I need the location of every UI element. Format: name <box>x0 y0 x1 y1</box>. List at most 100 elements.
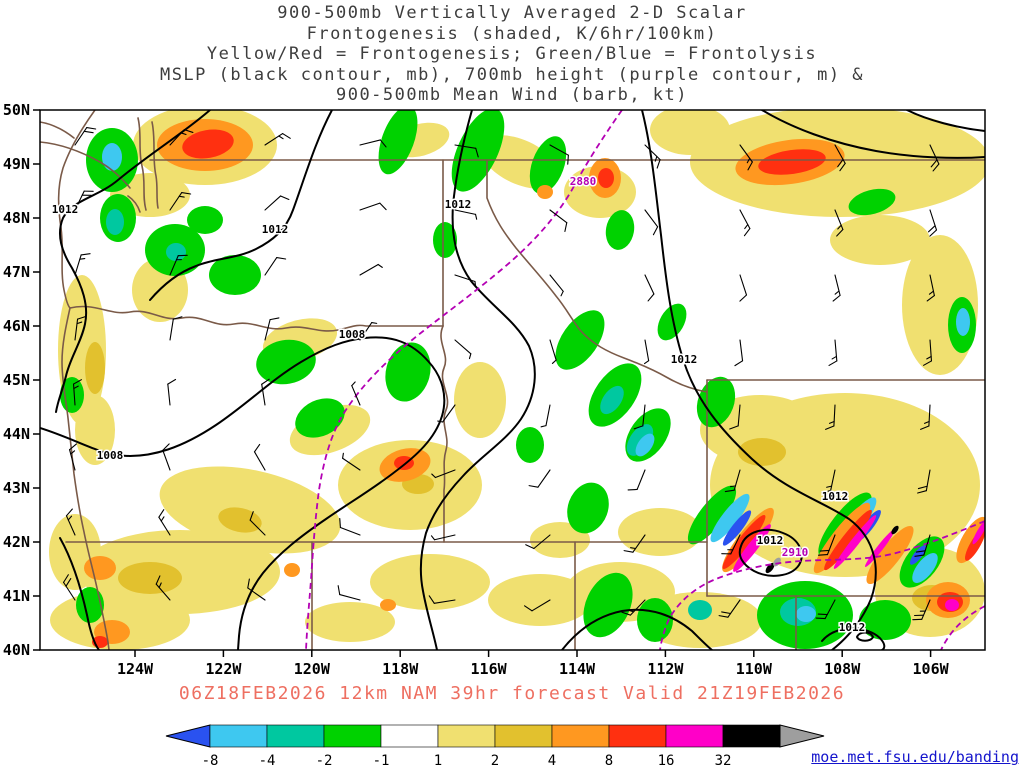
wind-barb <box>825 404 836 430</box>
lon-label: 108W <box>824 660 861 678</box>
wind-barb <box>549 339 557 364</box>
colorbar-segment <box>551 724 610 748</box>
wind-barb <box>65 508 76 536</box>
wind-barb <box>430 534 456 541</box>
wind-barb <box>633 404 646 430</box>
height-label: 2880 <box>570 175 597 188</box>
wind-barb <box>528 469 551 488</box>
wind-barb <box>167 378 177 406</box>
mslp-label: 1012 <box>262 223 289 236</box>
wind-barb <box>627 469 646 491</box>
wind-barb <box>261 378 270 406</box>
wind-barb <box>169 254 188 276</box>
wind-barb <box>351 381 361 406</box>
wind-barb <box>155 575 171 601</box>
wind-barb <box>454 274 477 288</box>
lat-label: 47N <box>3 263 30 281</box>
mslp-label: 1012 <box>52 203 79 216</box>
wind-barb <box>815 599 836 620</box>
wind-barb <box>817 534 836 556</box>
mslp-label: 1012 <box>822 490 849 503</box>
lat-label: 43N <box>3 479 30 497</box>
wind-barb <box>540 404 551 428</box>
wind-barb <box>549 144 569 165</box>
wind-barb <box>74 253 91 276</box>
lon-label: 124W <box>117 660 154 678</box>
wind-barb <box>437 404 456 423</box>
lon-label: 122W <box>205 660 242 678</box>
wind-barb <box>724 469 741 493</box>
mslp-label: 1012 <box>757 534 784 547</box>
wind-barb <box>428 595 456 604</box>
lon-label: 118W <box>382 660 419 678</box>
colorbar-segment <box>209 724 268 748</box>
wind-barb <box>431 469 456 479</box>
colorbar-tick-label: -1 <box>373 753 390 768</box>
forecast-caption: 06Z18FEB2026 12km NAM 39hr forecast Vali… <box>178 683 846 704</box>
lat-label: 40N <box>3 641 30 659</box>
wind-barb <box>72 379 82 406</box>
wind-barb <box>739 144 753 171</box>
colorbar-segment <box>323 724 382 748</box>
wind-barb <box>623 534 646 553</box>
colorbar-tick-label: 16 <box>658 753 675 768</box>
colorbar-tick-label: 32 <box>715 753 732 768</box>
wind-barb <box>158 509 171 536</box>
title-line: Yellow/Red = Frontogenesis; Green/Blue =… <box>206 44 818 64</box>
wind-barb <box>644 209 659 236</box>
wind-barb <box>342 452 361 471</box>
lat-label: 49N <box>3 155 30 173</box>
lat-label: 45N <box>3 371 30 389</box>
wind-barb <box>253 443 266 471</box>
wind-barb <box>644 144 661 169</box>
wind-barb <box>523 599 551 612</box>
wind-barb <box>249 511 266 536</box>
wind-barb <box>162 443 171 471</box>
wind-barb <box>644 274 655 302</box>
wind-barb <box>169 316 183 341</box>
wind-barb <box>739 274 748 302</box>
wind-barb <box>821 469 836 494</box>
wind-barb <box>264 133 291 146</box>
colorbar-segment <box>437 724 496 748</box>
wind-barb <box>926 274 935 302</box>
wind-barb <box>734 339 744 367</box>
colorbar-segment <box>266 724 325 748</box>
wind-barb <box>828 339 838 366</box>
wind-barb <box>729 404 741 430</box>
wind-barb <box>912 599 931 621</box>
colorbar-tick-label: -8 <box>202 753 219 768</box>
credit: moe.met.fsu.edu/banding <box>811 748 1019 766</box>
wind-barb <box>63 574 76 601</box>
wind-barb <box>525 534 551 550</box>
colorbar-tick-label: 8 <box>605 753 613 768</box>
credit-link[interactable]: moe.met.fsu.edu/banding <box>811 748 1019 766</box>
wind-barb <box>721 534 741 555</box>
colorbar-arrow-left <box>165 724 211 748</box>
wind-barb <box>264 195 290 211</box>
wind-barb <box>929 144 940 172</box>
wind-barbs <box>63 127 940 621</box>
colorbar-segment <box>722 724 781 748</box>
wind-barb <box>832 274 841 302</box>
wind-barb <box>69 443 78 471</box>
contour-labels: 1012 1012 1012 1008 1008 1012 1012 1012 1012 2880… <box>50 174 867 636</box>
title-line: Frontogenesis (shaded, K/6hr/100km) <box>306 23 718 44</box>
wind-barb <box>74 190 94 211</box>
lon-label: 112W <box>647 660 684 678</box>
wind-barb <box>927 209 938 237</box>
wind-barb <box>74 315 87 341</box>
wind-barb <box>169 192 192 211</box>
wind-barb <box>549 209 568 232</box>
title-line: 900-500mb Mean Wind (barb, kt) <box>335 85 689 105</box>
wind-barb <box>549 274 564 297</box>
colorbar-segment <box>494 724 553 748</box>
wind-barb <box>359 263 383 276</box>
lat-label: 41N <box>3 587 30 605</box>
height-label: 2910 <box>782 546 809 559</box>
colorbar-canvas: -8 -4 -2 -1 1 2 4 8 16 32 <box>165 724 825 768</box>
colorbar-segment <box>665 724 724 748</box>
map-canvas: 1012 1012 1012 1008 1008 1012 1012 1012 1012 2880… <box>3 101 986 678</box>
lon-label: 106W <box>913 660 950 678</box>
wind-barb <box>834 144 846 172</box>
